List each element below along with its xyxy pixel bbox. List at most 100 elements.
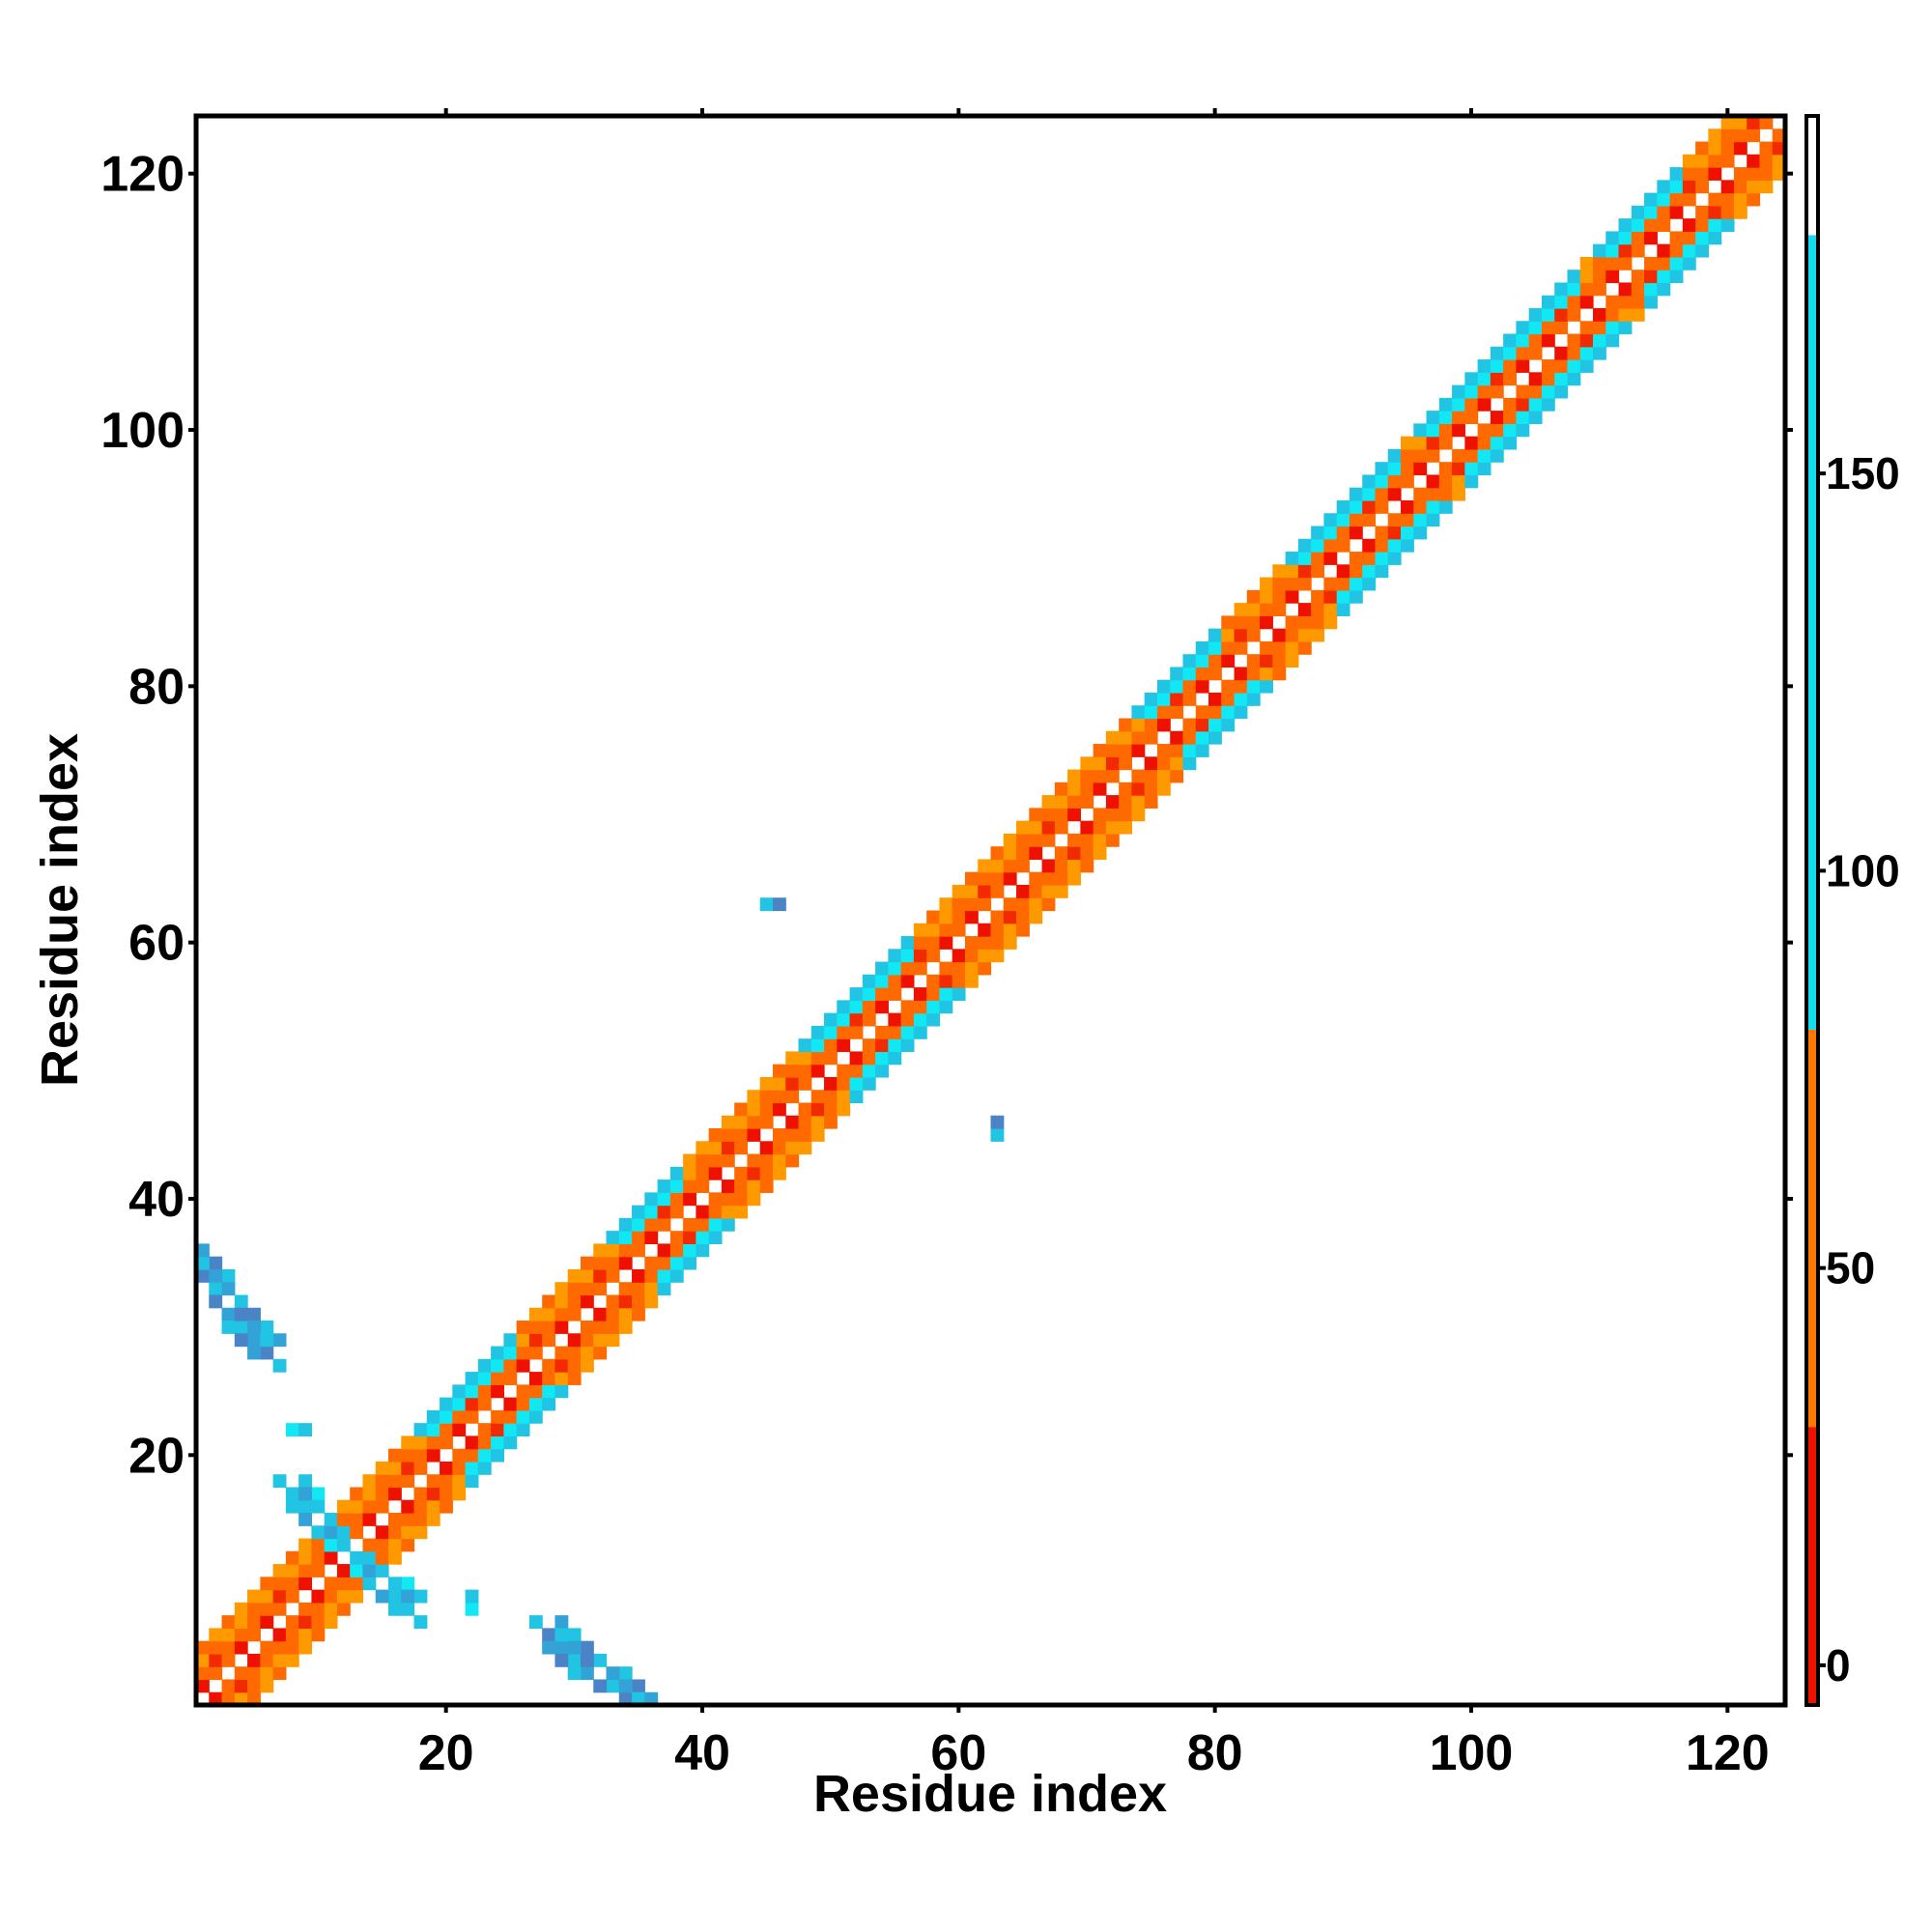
heatmap-cell xyxy=(1349,552,1363,565)
heatmap-cell xyxy=(978,884,992,898)
heatmap-cell xyxy=(1349,526,1363,540)
heatmap-cell xyxy=(708,1166,723,1180)
heatmap-cell xyxy=(528,1307,543,1321)
heatmap-cell xyxy=(939,897,953,912)
heatmap-cell xyxy=(401,1577,415,1591)
heatmap-cell xyxy=(1438,499,1453,514)
heatmap-cell xyxy=(900,1000,915,1014)
heatmap-cell xyxy=(759,1076,774,1091)
heatmap-cell xyxy=(516,1423,530,1437)
heatmap-cell xyxy=(387,1525,402,1540)
heatmap-cell xyxy=(1426,474,1440,489)
heatmap-cell xyxy=(1246,679,1261,694)
heatmap-cell xyxy=(1054,859,1068,873)
heatmap-cell xyxy=(1144,756,1158,771)
heatmap-cell xyxy=(1477,372,1492,386)
heatmap-cell xyxy=(452,1474,467,1489)
heatmap-cell xyxy=(1144,730,1158,745)
heatmap-cell xyxy=(1221,615,1236,630)
heatmap-cell xyxy=(1516,423,1530,438)
heatmap-cell xyxy=(618,1256,633,1270)
heatmap-cell xyxy=(1747,154,1761,168)
heatmap-cells xyxy=(196,116,1786,1706)
heatmap-cell xyxy=(1401,448,1414,463)
heatmap-cell xyxy=(1041,884,1056,898)
heatmap-cell xyxy=(1016,884,1030,898)
heatmap-cell xyxy=(1593,243,1606,258)
heatmap-cell xyxy=(618,1666,633,1681)
heatmap-cell xyxy=(1080,846,1094,861)
heatmap-cell xyxy=(260,1589,274,1604)
heatmap-cell xyxy=(1080,781,1094,796)
heatmap-cell xyxy=(413,1513,428,1526)
heatmap-cell xyxy=(1105,833,1120,847)
heatmap-cell xyxy=(440,1499,453,1514)
heatmap-cell xyxy=(413,1487,428,1501)
heatmap-cell xyxy=(1323,538,1338,553)
heatmap-cell xyxy=(580,1653,594,1667)
heatmap-cell xyxy=(939,1000,953,1014)
heatmap-cell xyxy=(285,1564,299,1577)
heatmap-cell xyxy=(1144,718,1158,732)
heatmap-cell xyxy=(593,1282,608,1296)
heatmap-cell xyxy=(1657,270,1671,284)
heatmap-cell xyxy=(734,1141,749,1155)
heatmap-cell xyxy=(272,1358,287,1373)
heatmap-cell xyxy=(247,1307,261,1321)
heatmap-cell xyxy=(1567,307,1581,322)
heatmap-cell xyxy=(837,1090,851,1104)
heatmap-cell xyxy=(1631,282,1645,297)
heatmap-cell xyxy=(1682,167,1696,181)
heatmap-cell xyxy=(849,1051,864,1065)
heatmap-cell xyxy=(336,1602,351,1616)
heatmap-cell xyxy=(593,1321,608,1334)
heatmap-cell xyxy=(567,1640,582,1655)
heatmap-cell xyxy=(862,974,876,988)
heatmap-cell xyxy=(1323,513,1338,527)
heatmap-cell xyxy=(336,1538,351,1552)
heatmap-cell xyxy=(1323,577,1338,591)
heatmap-cell xyxy=(503,1346,518,1360)
heatmap-cell xyxy=(875,961,889,976)
heatmap-cell xyxy=(1747,180,1761,194)
heatmap-cell xyxy=(644,1231,659,1245)
heatmap-cell xyxy=(516,1409,530,1424)
heatmap-cell xyxy=(324,1525,338,1540)
heatmap-cell xyxy=(657,1179,671,1193)
heatmap-cell xyxy=(1297,640,1312,655)
heatmap-cell xyxy=(1156,781,1171,796)
heatmap-cell xyxy=(554,1294,569,1309)
heatmap-cell xyxy=(234,1307,248,1321)
heatmap-cell xyxy=(324,1602,338,1616)
heatmap-cell xyxy=(708,1141,723,1155)
heatmap-cell xyxy=(824,1012,838,1027)
heatmap-cell xyxy=(1285,589,1299,604)
heatmap-cell xyxy=(1720,205,1735,219)
heatmap-cell xyxy=(1272,628,1287,642)
heatmap-cell xyxy=(862,1064,876,1078)
colorbar-tick-label: 100 xyxy=(1826,845,1900,895)
heatmap-cell xyxy=(1272,589,1287,604)
heatmap-cell xyxy=(1605,231,1620,245)
heatmap-cell xyxy=(298,1640,312,1655)
heatmap-cell xyxy=(1105,808,1120,822)
heatmap-cell xyxy=(1695,231,1710,245)
heatmap-cell xyxy=(1016,833,1030,847)
heatmap-cell xyxy=(1285,628,1299,642)
heatmap-cell xyxy=(875,1051,889,1065)
heatmap-cell xyxy=(440,1397,453,1411)
heatmap-cell xyxy=(862,1000,876,1014)
heatmap-cell xyxy=(1093,781,1107,796)
heatmap-cell xyxy=(542,1384,556,1399)
heatmap-cell xyxy=(1747,116,1761,129)
heatmap-cell xyxy=(926,1012,941,1027)
heatmap-cell xyxy=(939,987,953,1001)
heatmap-cell xyxy=(1311,603,1325,616)
heatmap-cell xyxy=(1208,628,1222,642)
heatmap-cell xyxy=(1349,513,1363,527)
heatmap-cell xyxy=(1119,795,1133,809)
heatmap-cell xyxy=(1631,307,1645,322)
heatmap-cell xyxy=(1720,192,1735,207)
heatmap-cell xyxy=(1272,564,1287,579)
heatmap-cell xyxy=(1041,833,1056,847)
